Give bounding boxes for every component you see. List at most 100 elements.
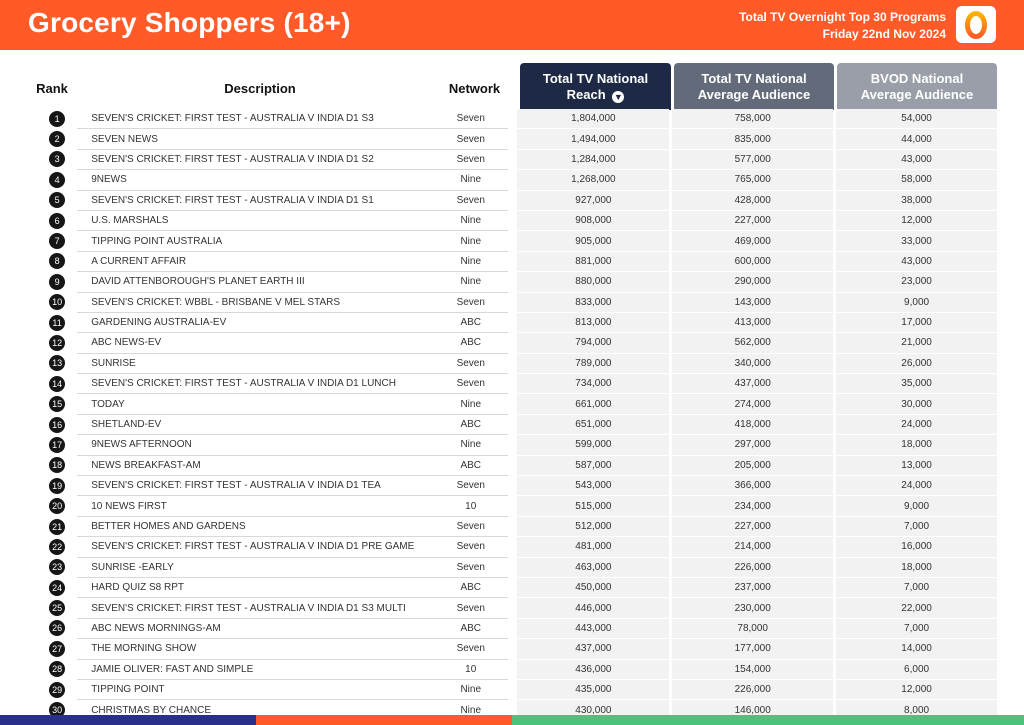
- bvod-cell: 58,000: [836, 169, 997, 191]
- avg-audience-cell: 226,000: [672, 557, 834, 578]
- reach-cell: 599,000: [517, 434, 670, 456]
- header-bar: Grocery Shoppers (18+) Total TV Overnigh…: [0, 0, 1024, 50]
- network-cell: Seven: [433, 373, 509, 395]
- bvod-cell: 23,000: [836, 271, 997, 293]
- network-cell: Nine: [433, 434, 509, 456]
- avg-audience-cell: 234,000: [672, 495, 834, 517]
- bvod-cell: 16,000: [836, 536, 997, 558]
- table-row: 18 NEWS BREAKFAST-AM ABC 587,000 205,000 13,0…: [37, 455, 997, 477]
- rank-cell: 7: [37, 231, 77, 251]
- description-cell: SUNRISE -EARLY: [77, 557, 434, 578]
- description-cell: DAVID ATTENBOROUGH'S PLANET EARTH III: [77, 271, 434, 293]
- rank-badge: 22: [49, 538, 66, 555]
- rank-badge: 29: [49, 681, 66, 698]
- description-cell: JAMIE OLIVER: FAST AND SIMPLE: [77, 659, 434, 680]
- oztam-logo-icon: [965, 10, 987, 39]
- spacer: [508, 679, 517, 699]
- bvod-cell: 22,000: [836, 597, 997, 619]
- spacer: [508, 312, 517, 332]
- rank-cell: 14: [37, 374, 77, 394]
- rank-cell: 27: [37, 639, 77, 659]
- description-cell: SEVEN'S CRICKET: FIRST TEST - AUSTRALIA …: [77, 109, 434, 130]
- rank-cell: 29: [37, 679, 77, 699]
- bvod-cell: 54,000: [836, 109, 997, 130]
- rank-cell: 22: [37, 537, 77, 557]
- avg-audience-cell: 227,000: [672, 516, 834, 538]
- network-cell: Seven: [433, 109, 509, 130]
- avg-audience-cell: 227,000: [672, 210, 834, 232]
- avg-audience-cell: 177,000: [672, 638, 834, 660]
- reach-cell: 794,000: [517, 332, 670, 354]
- rank-badge: 14: [49, 375, 66, 392]
- avg-audience-cell: 428,000: [672, 190, 834, 211]
- spacer: [508, 292, 517, 312]
- description-cell: TIPPING POINT: [77, 679, 434, 701]
- table-row: 22 SEVEN'S CRICKET: FIRST TEST - AUSTRALI…: [37, 536, 997, 558]
- bvod-cell: 7,000: [836, 577, 997, 599]
- description-cell: A CURRENT AFFAIR: [77, 251, 434, 273]
- rank-cell: 28: [37, 659, 77, 679]
- rank-badge: 9: [49, 273, 66, 290]
- table-row: 12 ABC NEWS-EV ABC 794,000 562,000 21,000: [37, 332, 997, 354]
- avg-audience-cell: 226,000: [672, 679, 834, 701]
- bvod-cell: 38,000: [836, 190, 997, 211]
- spacer: [508, 109, 517, 129]
- table-row: 13 SUNRISE Seven 789,000 340,000 26,000: [37, 353, 997, 375]
- rank-badge: 1: [49, 110, 66, 127]
- table-row: 26 ABC NEWS MORNINGS-AM ABC 443,000 78,000 7,…: [37, 618, 997, 640]
- network-cell: ABC: [433, 455, 509, 477]
- rank-column-header: Rank: [36, 81, 68, 96]
- reach-cell: 789,000: [517, 353, 670, 375]
- reach-column-header[interactable]: Total TV National Reach ▼: [520, 63, 671, 110]
- description-cell: SEVEN NEWS: [77, 128, 434, 150]
- network-cell: Seven: [433, 128, 509, 150]
- rank-badge: 25: [49, 600, 66, 617]
- report-date: Friday 22nd Nov 2024: [822, 27, 946, 41]
- rank-badge: 20: [49, 498, 66, 515]
- rank-badge: 19: [49, 477, 66, 494]
- bvod-cell: 33,000: [836, 230, 997, 252]
- rank-cell: 23: [37, 557, 77, 577]
- table-row: 29 TIPPING POINT Nine 435,000 226,000 12,000: [37, 679, 997, 701]
- rank-cell: 26: [37, 618, 77, 638]
- table-row: 11 GARDENING AUSTRALIA-EV ABC 813,000 413,00…: [37, 312, 997, 334]
- bvod-cell: 24,000: [836, 475, 997, 497]
- spacer: [508, 577, 517, 597]
- table-row: 23 SUNRISE -EARLY Seven 463,000 226,000 18,00…: [37, 557, 997, 578]
- rank-cell: 13: [37, 353, 77, 373]
- footer-stripe-green: [512, 715, 1024, 725]
- network-cell: 10: [433, 495, 509, 517]
- network-cell: Nine: [433, 230, 509, 252]
- description-cell: ABC NEWS MORNINGS-AM: [77, 618, 434, 640]
- network-cell: Seven: [433, 292, 509, 313]
- reach-cell: 651,000: [517, 414, 670, 436]
- rank-cell: 6: [37, 210, 77, 230]
- reach-cell: 734,000: [517, 373, 670, 395]
- description-cell: SEVEN'S CRICKET: FIRST TEST - AUSTRALIA …: [77, 190, 434, 211]
- bvod-cell: 12,000: [836, 210, 997, 232]
- rank-badge: 21: [49, 518, 66, 535]
- spacer: [508, 557, 517, 577]
- rank-cell: 3: [37, 149, 77, 169]
- rank-cell: 25: [37, 598, 77, 618]
- spacer: [508, 476, 517, 496]
- avg-audience-cell: 297,000: [672, 434, 834, 456]
- description-column-header: Description: [224, 81, 296, 96]
- network-cell: ABC: [433, 577, 509, 599]
- rank-badge: 27: [49, 640, 66, 657]
- bvod-column-header[interactable]: BVOD National Average Audience: [837, 63, 997, 110]
- bvod-cell: 7,000: [836, 516, 997, 538]
- description-cell: TODAY: [77, 393, 434, 415]
- bvod-cell: 12,000: [836, 679, 997, 701]
- rank-badge: 28: [49, 661, 66, 678]
- avg-audience-cell: 143,000: [672, 292, 834, 313]
- bvod-cell: 9,000: [836, 292, 997, 313]
- bvod-cell: 7,000: [836, 618, 997, 640]
- description-cell: 10 NEWS FIRST: [77, 495, 434, 517]
- rank-cell: 5: [37, 190, 77, 210]
- reach-header-label: Total TV National Reach: [542, 70, 649, 102]
- rank-badge: 11: [49, 314, 66, 331]
- spacer: [508, 435, 517, 455]
- avg-audience-column-header[interactable]: Total TV National Average Audience: [674, 63, 834, 110]
- avg-audience-cell: 214,000: [672, 536, 834, 558]
